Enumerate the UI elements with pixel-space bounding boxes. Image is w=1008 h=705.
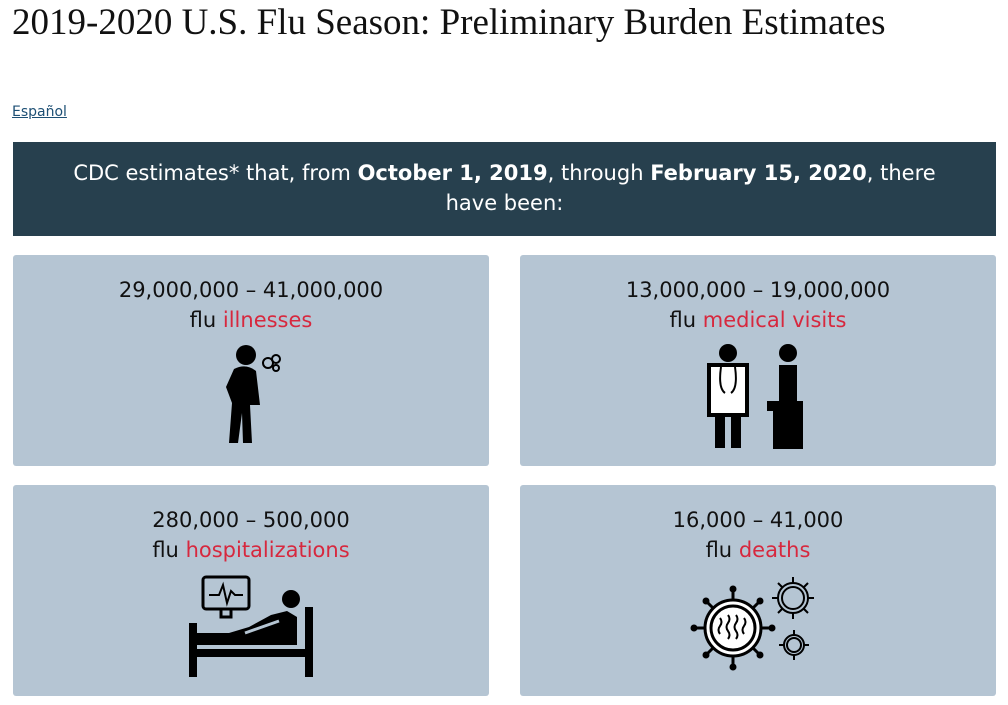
estimate-range: 280,000 – 500,000 [152,508,350,532]
deaths-card: 16,000 – 41,000 flu deaths [520,485,996,696]
visits-card: 13,000,000 – 19,000,000 flu medical visi… [520,255,996,466]
hospital-card: 280,000 – 500,000 flu hospitalizations [13,485,489,696]
estimate-range: 16,000 – 41,000 [672,508,844,532]
start-date: October 1, 2019 [357,161,548,185]
summary-banner: CDC estimates* that, from October 1, 201… [13,142,996,236]
prefix: flu [152,538,179,562]
banner-text: CDC estimates* that, from [73,161,358,185]
category: deaths [738,538,811,562]
language-link[interactable]: Español [12,104,67,120]
category: medical visits [702,308,847,332]
estimate-range: 13,000,000 – 19,000,000 [625,278,891,302]
prefix: flu [189,308,217,332]
prefix: flu [669,308,697,332]
category: illnesses [222,308,313,332]
end-date: February 15, 2020 [650,161,867,185]
illness-card: 29,000,000 – 41,000,000 flu illnesses [13,255,489,466]
banner-text: , through [547,161,651,185]
category: hospitalizations [185,538,350,562]
visit-icon [707,344,803,449]
virus-icon [690,577,814,671]
banner-text: , there have been: [445,161,936,215]
prefix: flu [705,538,733,562]
sick-icon [226,345,281,443]
page-title: 2019-2020 U.S. Flu Season: Preliminary B… [12,2,886,43]
hospital-icon [189,575,313,677]
estimate-range: 29,000,000 – 41,000,000 [118,278,384,302]
